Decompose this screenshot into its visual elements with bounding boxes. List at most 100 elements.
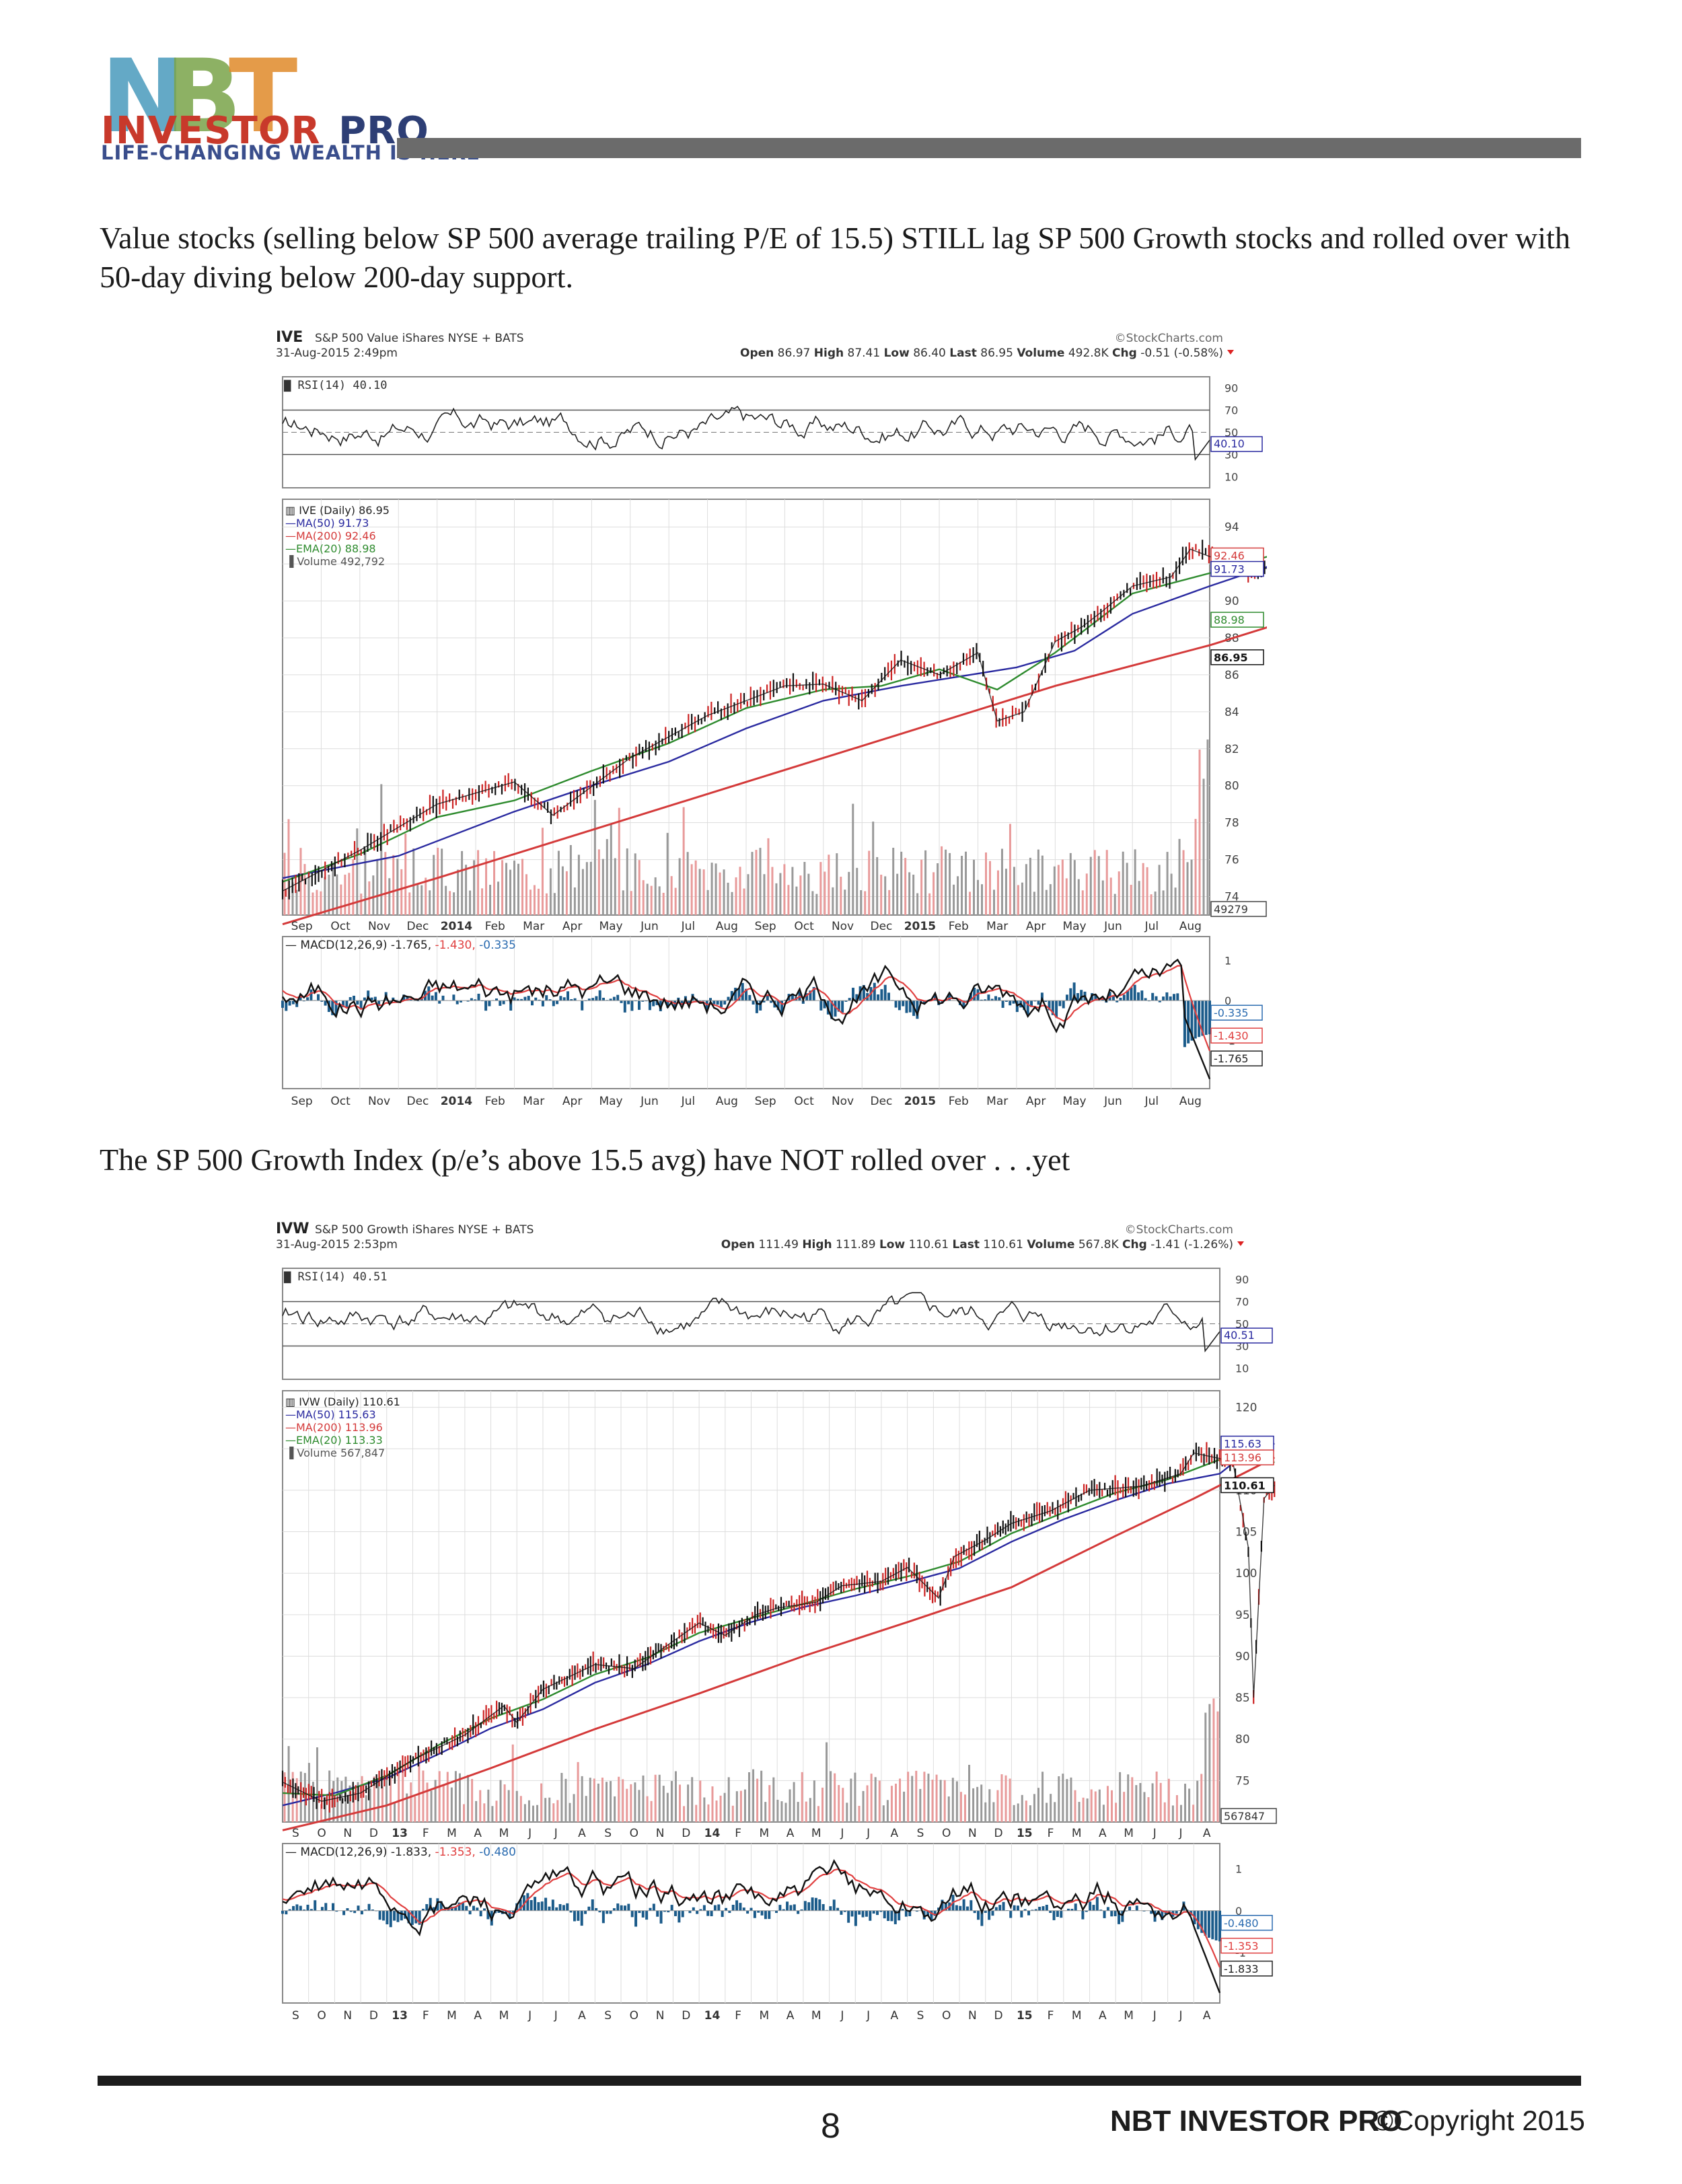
x-axis-label: A (1203, 1827, 1211, 1840)
price-tick-label: 78 (1224, 817, 1239, 830)
macd-value-tag (1210, 1050, 1263, 1066)
price-legend-item: ▐ Volume 567,847 (285, 1446, 385, 1459)
quote-part: 567.8K (1074, 1238, 1122, 1251)
quote-part: Low (879, 1238, 906, 1251)
x-axis-label: J (840, 2009, 844, 2023)
ivw-chart: IVW S&P 500 Growth iShares NYSE + BATS ©St… (275, 1214, 1284, 2035)
volume-value-label: 567847 (1224, 1810, 1265, 1823)
ivw-chart-svg: IVW S&P 500 Growth iShares NYSE + BATS ©St… (276, 1221, 1277, 2023)
rsi-line (282, 1292, 1220, 1353)
x-axis-label: O (630, 2009, 638, 2023)
macd-tick-label: 0 (1224, 994, 1231, 1007)
x-axis-label: Sep (291, 1095, 313, 1108)
x-axis-label: 15 (1017, 1827, 1033, 1840)
x-axis-bottom: S O N D 13 F M A M J J A S O N D 14 F M A M J J A S O N D 15 F M A M J J A (292, 2009, 1211, 2023)
price-tick-label: 86 (1224, 669, 1239, 682)
quote-part: Open (721, 1238, 755, 1251)
x-axis-label: A (787, 2009, 795, 2023)
price-legend-item: —MA(200) 92.46 (285, 530, 376, 542)
x-axis-label: A (474, 1827, 482, 1840)
x-axis-label: A (474, 2009, 482, 2023)
x-axis-label: 2014 (441, 920, 472, 933)
price-legend-item: —EMA(20) 113.33 (285, 1434, 383, 1447)
macd-line (282, 1859, 1221, 1994)
x-axis-label: 2015 (904, 1095, 936, 1108)
price-value-label: 88.98 (1214, 614, 1245, 626)
x-axis-label: Mar (523, 1095, 544, 1108)
x-axis-label: Sep (755, 1095, 776, 1108)
rsi-line (282, 405, 1210, 462)
x-axis-label: May (599, 1095, 622, 1108)
macd-label: — MACD(12,26,9) -1.833, -1.353, -0.480 (285, 1846, 516, 1859)
x-axis-label: M (499, 2009, 509, 2023)
macd-value-tag (1220, 1915, 1273, 1931)
macd-label-part: -1.353, (435, 1846, 480, 1859)
x-axis-label: F (1048, 2009, 1054, 2023)
x-axis-label: May (599, 920, 622, 933)
x-axis-label: Jul (1144, 1095, 1159, 1108)
x-axis-label: Oct (794, 920, 814, 933)
x-axis-label: A (890, 2009, 898, 2023)
x-axis-label: A (578, 1827, 586, 1840)
quote-part: High (814, 347, 844, 360)
x-axis-label: Jun (1103, 920, 1122, 933)
x-axis-label: J (1153, 2009, 1157, 2023)
x-axis-label: 2015 (904, 920, 936, 933)
macd-label-part: — MACD(12,26,9) -1.765, (285, 939, 435, 952)
price-legend-item: —MA(50) 115.63 (285, 1408, 376, 1421)
x-axis-label: Feb (485, 1095, 505, 1108)
macd-label: — MACD(12,26,9) -1.765, -1.430, -0.335 (285, 939, 516, 952)
x-axis-label: S (292, 1827, 299, 1840)
x-axis-label: J (866, 1827, 870, 1840)
chart-symbol: IVW (276, 1221, 309, 1237)
x-axis-label: Feb (949, 1095, 969, 1108)
x-axis-label: Aug (716, 1095, 738, 1108)
price-legend-item: —MA(200) 113.96 (285, 1421, 383, 1434)
page-number: 8 (821, 2107, 840, 2146)
x-axis-label: M (1072, 2009, 1082, 2023)
volume-value-tag (1220, 1808, 1277, 1824)
x-axis-label: A (1099, 2009, 1107, 2023)
x-axis-label: A (787, 1827, 795, 1840)
x-axis-top: Sep Oct Nov Dec 2014 Feb Mar Apr May Jun Jul Aug Sep… (291, 920, 1202, 933)
footer-rule (98, 2076, 1581, 2086)
header-rule (397, 138, 1581, 158)
x-axis-label: May (1062, 1095, 1086, 1108)
x-axis-label: J (840, 1827, 844, 1840)
x-axis-label: Dec (871, 1095, 893, 1108)
logo-name: INVESTOR PRO (101, 109, 429, 153)
macd-value-label: -1.765 (1214, 1052, 1249, 1065)
x-axis-label: Nov (832, 920, 854, 933)
price-value-tag (1210, 560, 1264, 577)
rsi-tick-label: 50 (1224, 427, 1238, 439)
x-axis-bottom: Sep Oct Nov Dec 2014 Feb Mar Apr May Jun Jul Aug Sep… (291, 1095, 1202, 1108)
footer-copyright: ©Copyright 2015 (1373, 2105, 1585, 2136)
x-axis-label: 14 (704, 1827, 721, 1840)
rsi-tick-label: 70 (1235, 1296, 1249, 1309)
x-axis-label: N (656, 2009, 665, 2023)
footer-brand: NBT INVESTOR PRO (1110, 2105, 1403, 2138)
x-axis-label: Sep (755, 920, 776, 933)
x-axis-label: Jul (681, 1095, 696, 1108)
macd-value-tag (1220, 1961, 1273, 1977)
quote-part: Low (884, 347, 910, 360)
x-axis-label: M (447, 1827, 457, 1840)
paragraph-growth-index: The SP 500 Growth Index (p/e’s above 15.… (100, 1142, 1070, 1177)
x-axis-label: Nov (368, 920, 390, 933)
x-axis-label: Feb (485, 920, 505, 933)
price-value-label: 92.46 (1214, 549, 1245, 562)
x-axis-label: M (1072, 1827, 1082, 1840)
x-axis-label: Jul (1144, 920, 1159, 933)
price-tick-label: 90 (1224, 595, 1239, 608)
x-axis-label: D (369, 2009, 378, 2023)
chart-header: IVW S&P 500 Growth iShares NYSE + BATS ©St… (276, 1221, 1244, 1251)
x-axis-label: D (994, 1827, 1003, 1840)
price-line (282, 1452, 1275, 1802)
x-axis-label: Aug (1179, 920, 1202, 933)
quote-part: -0.51 (-0.58%) (1137, 347, 1223, 360)
price-value-label: 91.73 (1214, 563, 1245, 576)
x-axis-label: 13 (392, 2009, 408, 2023)
x-axis-label: A (1099, 1827, 1107, 1840)
price-tick-label: 75 (1235, 1774, 1250, 1788)
